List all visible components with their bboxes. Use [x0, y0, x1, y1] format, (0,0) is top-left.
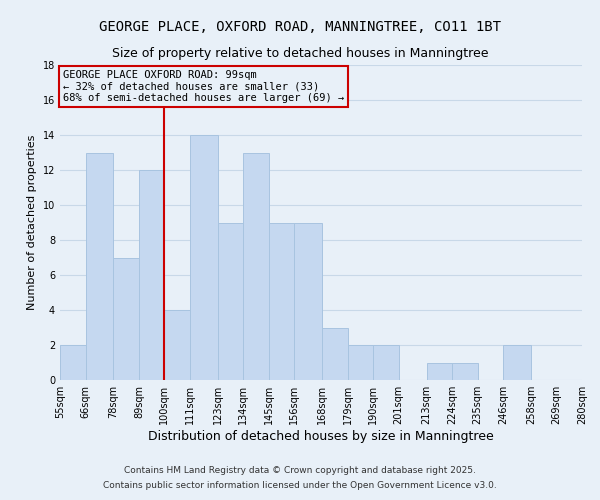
- Bar: [427, 362, 452, 380]
- Text: Contains public sector information licensed under the Open Government Licence v3: Contains public sector information licen…: [103, 481, 497, 490]
- Bar: [503, 345, 531, 380]
- Text: GEORGE PLACE OXFORD ROAD: 99sqm
← 32% of detached houses are smaller (33)
68% of: GEORGE PLACE OXFORD ROAD: 99sqm ← 32% of…: [62, 70, 344, 103]
- Bar: [218, 222, 243, 380]
- Bar: [139, 170, 164, 380]
- Bar: [243, 152, 269, 380]
- Bar: [86, 152, 113, 380]
- Text: Contains HM Land Registry data © Crown copyright and database right 2025.: Contains HM Land Registry data © Crown c…: [124, 466, 476, 475]
- Text: Size of property relative to detached houses in Manningtree: Size of property relative to detached ho…: [112, 48, 488, 60]
- Bar: [269, 222, 295, 380]
- Bar: [164, 310, 190, 380]
- Bar: [295, 222, 322, 380]
- Bar: [373, 345, 399, 380]
- Bar: [113, 258, 139, 380]
- Bar: [452, 362, 478, 380]
- Y-axis label: Number of detached properties: Number of detached properties: [27, 135, 37, 310]
- Bar: [347, 345, 373, 380]
- Text: GEORGE PLACE, OXFORD ROAD, MANNINGTREE, CO11 1BT: GEORGE PLACE, OXFORD ROAD, MANNINGTREE, …: [99, 20, 501, 34]
- Bar: [190, 135, 218, 380]
- Bar: [322, 328, 347, 380]
- Bar: [60, 345, 86, 380]
- X-axis label: Distribution of detached houses by size in Manningtree: Distribution of detached houses by size …: [148, 430, 494, 443]
